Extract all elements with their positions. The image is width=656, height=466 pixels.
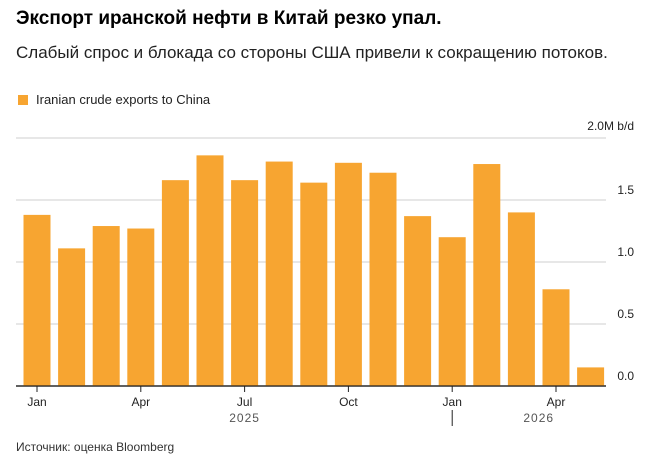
bar — [300, 182, 328, 386]
bar — [23, 214, 51, 386]
x-tick-label: Oct — [339, 395, 358, 409]
year-label: 2025 — [229, 411, 260, 425]
bar — [231, 180, 259, 386]
chart-subtitle: Слабый спрос и блокада со стороны США пр… — [16, 43, 608, 62]
bar — [404, 216, 432, 386]
legend: Iranian crude exports to China — [18, 92, 210, 107]
bar — [473, 164, 501, 386]
x-tick-label: Apr — [131, 395, 150, 409]
bar — [334, 162, 362, 386]
y-tick-label: 1.0 — [617, 245, 634, 259]
bar — [577, 367, 605, 386]
bar — [58, 248, 86, 386]
legend-swatch — [18, 94, 28, 105]
legend-label: Iranian crude exports to China — [36, 92, 211, 107]
x-tick-label: Jan — [443, 395, 462, 409]
bar — [196, 155, 224, 386]
x-tick-label: Jan — [27, 395, 46, 409]
bar — [542, 289, 570, 386]
bar — [161, 180, 189, 386]
y-tick-label: 0.5 — [617, 307, 634, 321]
bar — [507, 212, 535, 386]
chart-title: Экспорт иранской нефти в Китай резко упа… — [16, 8, 442, 29]
y-tick-label: 0.0 — [617, 369, 634, 383]
year-label: 2026 — [523, 411, 554, 425]
x-tick-label: Apr — [547, 395, 566, 409]
bar — [127, 228, 155, 386]
y-tick-label: 2.0M b/d — [587, 119, 634, 133]
y-tick-label: 1.5 — [617, 183, 634, 197]
bar — [369, 172, 397, 386]
x-tick-label: Jul — [237, 395, 252, 409]
bar — [438, 237, 466, 386]
bar — [92, 226, 120, 386]
source-note: Источник: оценка Bloomberg — [16, 440, 175, 454]
bar — [265, 161, 293, 386]
